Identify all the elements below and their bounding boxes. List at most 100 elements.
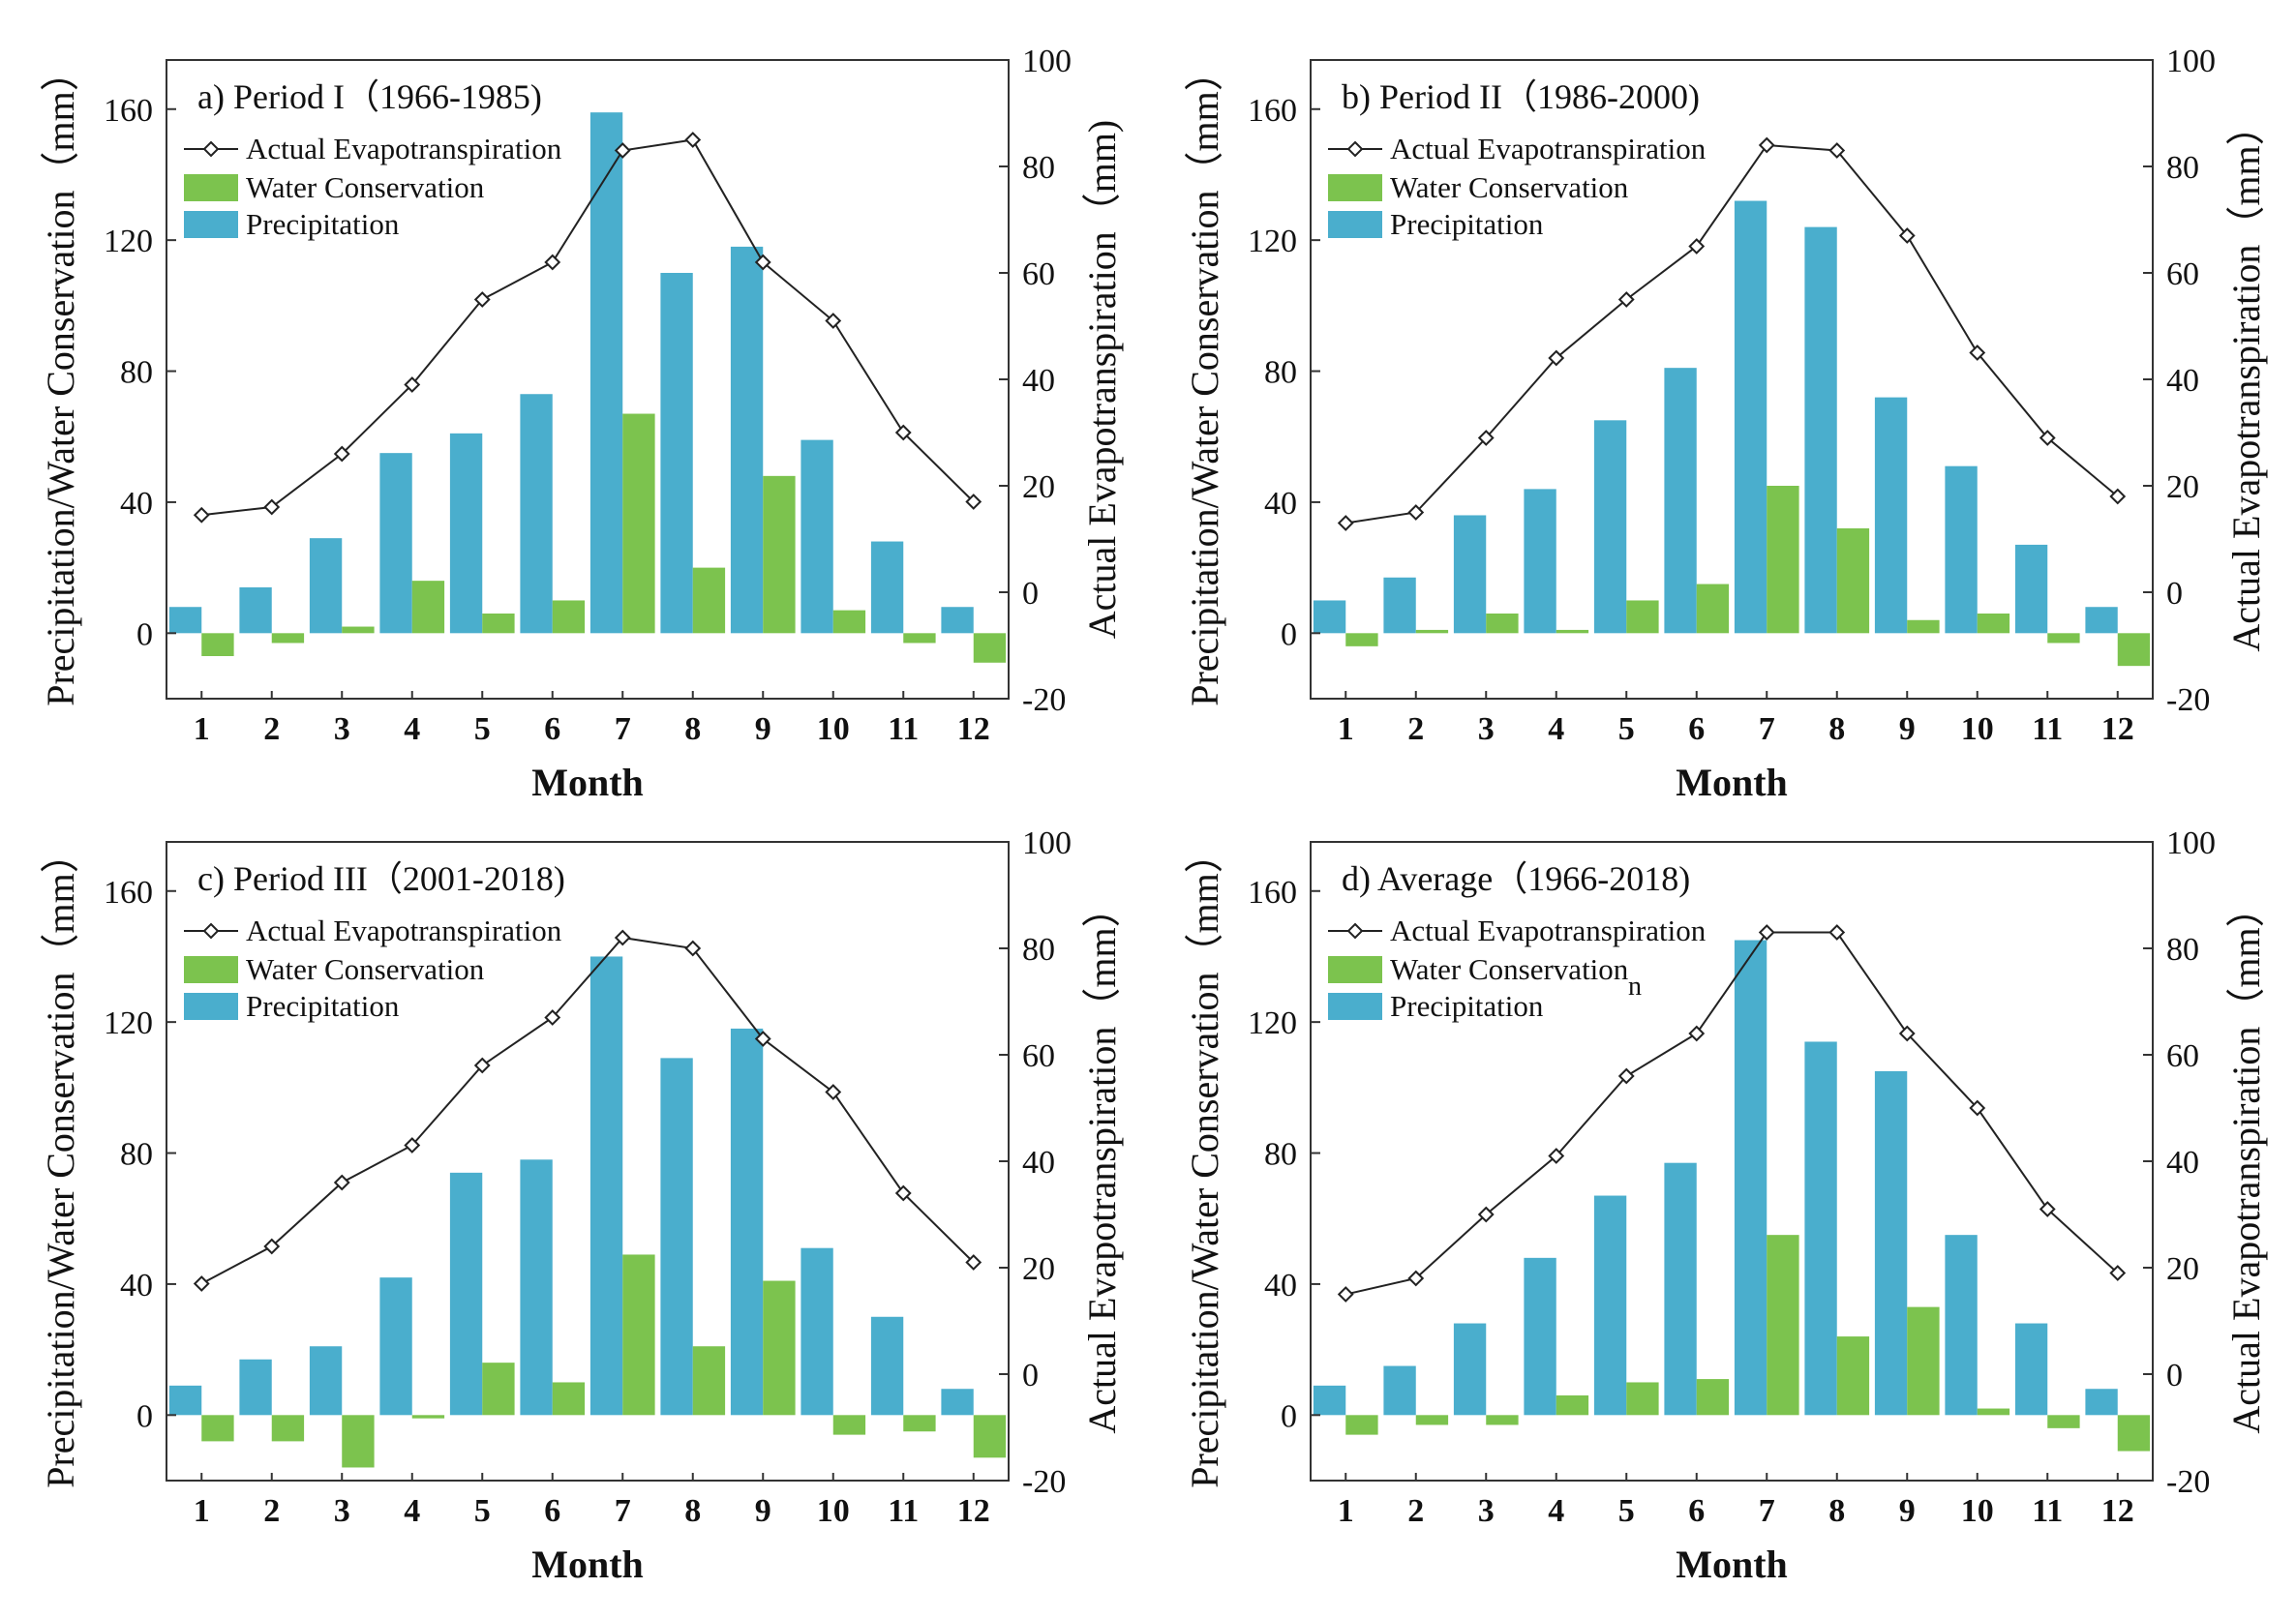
precipitation-bar-9 (730, 246, 764, 634)
precipitation-bar-6 (520, 1159, 553, 1416)
evapotranspiration-point-7 (1758, 136, 1775, 154)
precipitation-bar-9 (1874, 397, 1908, 634)
month-tick-label: 7 (1759, 711, 1775, 747)
water-conservation-bar-12 (2117, 1415, 2151, 1452)
precipitation-bar-9 (1874, 1070, 1908, 1416)
left-tick-label: 0 (136, 616, 153, 652)
legend-water-conservation-swatch (1328, 956, 1382, 983)
month-tick-label: 1 (194, 1493, 210, 1529)
month-tick-label: 7 (615, 1493, 631, 1529)
legend-wc-label: Water Conservation (246, 952, 485, 986)
legend-marker-sample (1346, 140, 1364, 158)
month-tick-label: 12 (2101, 1493, 2134, 1529)
evapotranspiration-point-7 (1758, 924, 1775, 941)
water-conservation-bar-9 (1907, 1306, 1940, 1416)
evapotranspiration-point-2 (263, 1238, 281, 1255)
month-tick-label: 8 (684, 1493, 701, 1529)
evapotranspiration-point-1 (193, 506, 210, 524)
precipitation-bar-3 (1453, 515, 1487, 634)
x-axis-title: Month (531, 761, 644, 804)
water-conservation-bar-5 (1626, 600, 1659, 634)
x-axis-title: Month (531, 1543, 644, 1586)
evapotranspiration-point-12 (2109, 488, 2127, 505)
right-axis-title: Actual Evapotranspiration（mm） (1080, 888, 1124, 1433)
left-tick-label: 160 (1248, 93, 1297, 129)
precipitation-bar-7 (1734, 940, 1767, 1416)
water-conservation-bar-11 (2047, 1415, 2080, 1428)
precipitation-bar-3 (309, 1346, 343, 1416)
water-conservation-bar-1 (201, 633, 234, 656)
month-tick-label: 5 (1618, 1493, 1635, 1529)
water-conservation-bar-7 (622, 1254, 655, 1416)
month-tick-label: 12 (957, 1493, 990, 1529)
evapotranspiration-point-6 (544, 1009, 561, 1026)
month-tick-label: 3 (334, 1493, 350, 1529)
evapotranspiration-line (1345, 931, 2119, 1296)
legend-p-label: Precipitation (1390, 989, 1544, 1023)
water-conservation-bar-10 (1977, 614, 2010, 634)
right-tick-label: -20 (1022, 1464, 1066, 1500)
evapotranspiration-point-11 (2039, 430, 2056, 446)
precipitation-bar-10 (1945, 465, 1978, 634)
x-axis-title: Month (1676, 1543, 1788, 1586)
precipitation-bar-11 (2014, 544, 2048, 634)
month-tick-label: 6 (544, 1493, 560, 1529)
water-conservation-bar-10 (832, 1415, 866, 1435)
water-conservation-bar-11 (903, 1415, 936, 1432)
precipitation-bar-6 (1664, 368, 1697, 634)
precipitation-bar-10 (801, 439, 833, 634)
month-tick-label: 1 (1338, 1493, 1354, 1529)
precipitation-bar-6 (520, 394, 553, 634)
water-conservation-bar-12 (973, 1415, 1007, 1458)
evapotranspiration-point-9 (1898, 227, 1916, 244)
water-conservation-bar-4 (411, 581, 445, 634)
left-tick-label: 0 (1281, 616, 1297, 652)
evapotranspiration-point-6 (1688, 1025, 1706, 1042)
left-tick-label: 80 (120, 355, 153, 391)
month-tick-label: 4 (404, 1493, 420, 1529)
precipitation-bar-8 (1804, 226, 1837, 634)
evapotranspiration-point-5 (473, 291, 491, 308)
legend-wc-label: Water Conservation (246, 170, 485, 204)
water-conservation-bar-9 (763, 475, 796, 634)
month-tick-label: 11 (2032, 1493, 2063, 1529)
precipitation-bar-10 (1945, 1235, 1978, 1416)
evapotranspiration-point-9 (754, 1031, 771, 1047)
precipitation-bar-12 (941, 1389, 974, 1416)
water-conservation-bar-5 (482, 1363, 515, 1416)
legend-precipitation-swatch (1328, 993, 1382, 1020)
right-tick-label: 100 (2166, 825, 2216, 861)
evapotranspiration-point-3 (333, 1174, 350, 1191)
month-tick-label: 12 (2101, 711, 2134, 747)
evapotranspiration-point-8 (1828, 142, 1846, 159)
precipitation-bar-2 (1383, 577, 1416, 634)
water-conservation-bar-8 (1836, 528, 1870, 634)
legend-et-label: Actual Evapotranspiration (1390, 132, 1707, 165)
water-conservation-bar-6 (1696, 584, 1730, 634)
evapotranspiration-point-12 (2109, 1265, 2127, 1281)
water-conservation-bar-1 (201, 1415, 234, 1442)
legend-wc-label: Water Conservation (1390, 170, 1629, 204)
precipitation-bar-8 (660, 1058, 693, 1416)
month-tick-label: 9 (755, 1493, 771, 1529)
water-conservation-bar-12 (2117, 633, 2151, 667)
precipitation-bar-5 (449, 433, 483, 634)
left-axis-title: Precipitation/Water Conservation（mm） (39, 834, 82, 1488)
precipitation-bar-12 (2085, 607, 2118, 634)
legend-water-conservation-swatch (184, 956, 238, 983)
evapotranspiration-point-6 (1688, 238, 1706, 255)
evapotranspiration-point-11 (2039, 1201, 2056, 1217)
precipitation-bar-2 (239, 1359, 272, 1416)
right-tick-label: -20 (1022, 682, 1066, 718)
legend-p-label: Precipitation (246, 207, 400, 241)
month-tick-label: 5 (474, 1493, 491, 1529)
right-tick-label: 60 (1022, 1038, 1055, 1074)
legend-marker-sample (1346, 922, 1364, 940)
evapotranspiration-point-12 (965, 1254, 982, 1271)
legend-p-label: Precipitation (246, 989, 400, 1023)
left-tick-label: 40 (120, 1268, 153, 1303)
right-axis-title: Actual Evapotranspiration（mm） (2224, 888, 2268, 1433)
precipitation-bar-4 (379, 1277, 412, 1416)
